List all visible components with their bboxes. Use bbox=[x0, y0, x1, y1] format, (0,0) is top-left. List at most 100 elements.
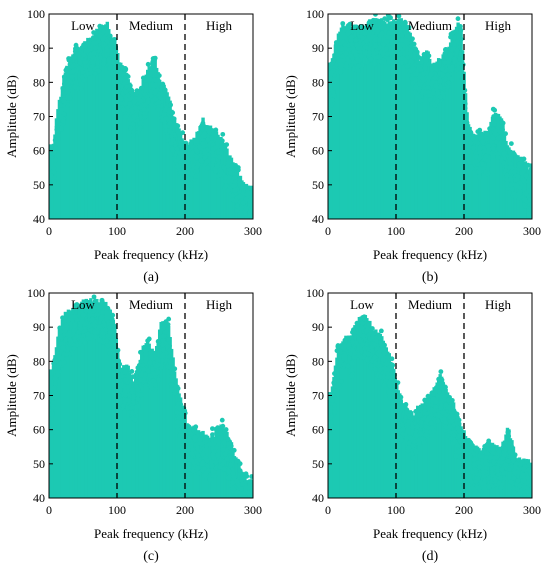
data-point bbox=[342, 343, 348, 349]
data-point bbox=[489, 466, 495, 472]
data-point bbox=[517, 185, 523, 191]
data-point bbox=[457, 56, 463, 62]
data-point bbox=[486, 438, 492, 444]
data-point bbox=[518, 157, 524, 162]
y-tick-label: 50 bbox=[33, 178, 45, 192]
x-tick-label: 200 bbox=[176, 503, 194, 517]
y-axis-label: Amplitude (dB) bbox=[4, 75, 19, 158]
data-point bbox=[410, 66, 416, 71]
y-tick-label: 70 bbox=[33, 389, 45, 403]
data-point bbox=[81, 52, 87, 58]
data-point bbox=[173, 388, 179, 394]
data-point bbox=[225, 188, 231, 193]
data-point bbox=[185, 147, 190, 153]
data-point bbox=[59, 355, 65, 361]
data-point bbox=[138, 85, 144, 91]
data-point bbox=[368, 363, 374, 368]
x-tick-label: 300 bbox=[244, 224, 262, 238]
data-point bbox=[408, 43, 414, 49]
data-point bbox=[58, 110, 64, 115]
data-point bbox=[188, 141, 194, 147]
data-point bbox=[151, 55, 157, 61]
data-point bbox=[120, 403, 126, 409]
data-point bbox=[220, 131, 226, 137]
data-point bbox=[207, 441, 213, 447]
data-point bbox=[399, 437, 405, 443]
data-point bbox=[408, 48, 414, 54]
data-point bbox=[187, 163, 193, 169]
data-point bbox=[53, 157, 59, 163]
data-point bbox=[109, 40, 115, 46]
data-point bbox=[167, 354, 172, 359]
data-point bbox=[372, 43, 378, 49]
scatter-points bbox=[49, 21, 253, 219]
data-point bbox=[210, 432, 215, 438]
data-point bbox=[385, 55, 391, 61]
data-point bbox=[400, 422, 405, 428]
data-point bbox=[57, 325, 63, 331]
y-tick-label: 70 bbox=[33, 110, 45, 124]
data-point bbox=[348, 53, 354, 59]
data-point bbox=[372, 342, 378, 348]
data-point bbox=[482, 444, 488, 449]
data-point bbox=[58, 329, 64, 335]
data-point bbox=[122, 101, 128, 107]
data-point bbox=[211, 449, 217, 455]
data-point bbox=[132, 98, 138, 104]
data-point bbox=[221, 459, 227, 465]
x-tick-label: 100 bbox=[387, 503, 405, 517]
data-point bbox=[129, 107, 135, 113]
data-point bbox=[135, 365, 141, 371]
data-point bbox=[135, 396, 141, 402]
data-point bbox=[79, 74, 85, 80]
data-point bbox=[156, 73, 162, 78]
data-point bbox=[51, 150, 57, 156]
data-point bbox=[110, 60, 116, 66]
data-point bbox=[156, 377, 161, 383]
data-point bbox=[390, 42, 395, 47]
data-point bbox=[161, 112, 167, 117]
data-point bbox=[476, 472, 482, 478]
data-point bbox=[145, 99, 151, 105]
chart-panel-a: 0 100 200 300 40 50 60 70 80 90 100 Low Medium High Pe… bbox=[4, 7, 262, 285]
data-point bbox=[130, 393, 136, 399]
data-point bbox=[71, 328, 77, 334]
data-point bbox=[52, 376, 58, 381]
data-point bbox=[218, 144, 224, 150]
data-point bbox=[370, 34, 376, 39]
data-point bbox=[380, 357, 386, 363]
data-point bbox=[466, 437, 471, 443]
data-point bbox=[142, 102, 148, 108]
data-point bbox=[155, 107, 161, 112]
data-point bbox=[55, 126, 60, 132]
data-point bbox=[202, 466, 207, 471]
data-point bbox=[512, 470, 518, 475]
data-point bbox=[389, 356, 395, 362]
data-point bbox=[109, 338, 115, 343]
data-point bbox=[480, 139, 486, 145]
data-point bbox=[153, 363, 158, 369]
data-point bbox=[511, 486, 517, 492]
data-point bbox=[406, 419, 411, 425]
data-point bbox=[329, 397, 335, 403]
data-point bbox=[402, 58, 408, 63]
data-point bbox=[81, 78, 87, 83]
data-point bbox=[445, 404, 451, 410]
data-point bbox=[402, 432, 408, 437]
data-point bbox=[188, 176, 194, 182]
data-point bbox=[330, 392, 336, 398]
data-point bbox=[152, 96, 158, 102]
data-point bbox=[140, 362, 146, 368]
data-point bbox=[330, 97, 335, 103]
data-point bbox=[342, 337, 348, 343]
data-point bbox=[381, 382, 387, 388]
data-point bbox=[188, 431, 193, 437]
data-point bbox=[190, 468, 196, 474]
data-point bbox=[367, 336, 373, 342]
data-point bbox=[123, 114, 129, 120]
data-point bbox=[202, 150, 208, 156]
data-point bbox=[64, 352, 70, 357]
data-point bbox=[512, 194, 518, 200]
data-point bbox=[496, 123, 501, 129]
data-point bbox=[239, 481, 245, 487]
